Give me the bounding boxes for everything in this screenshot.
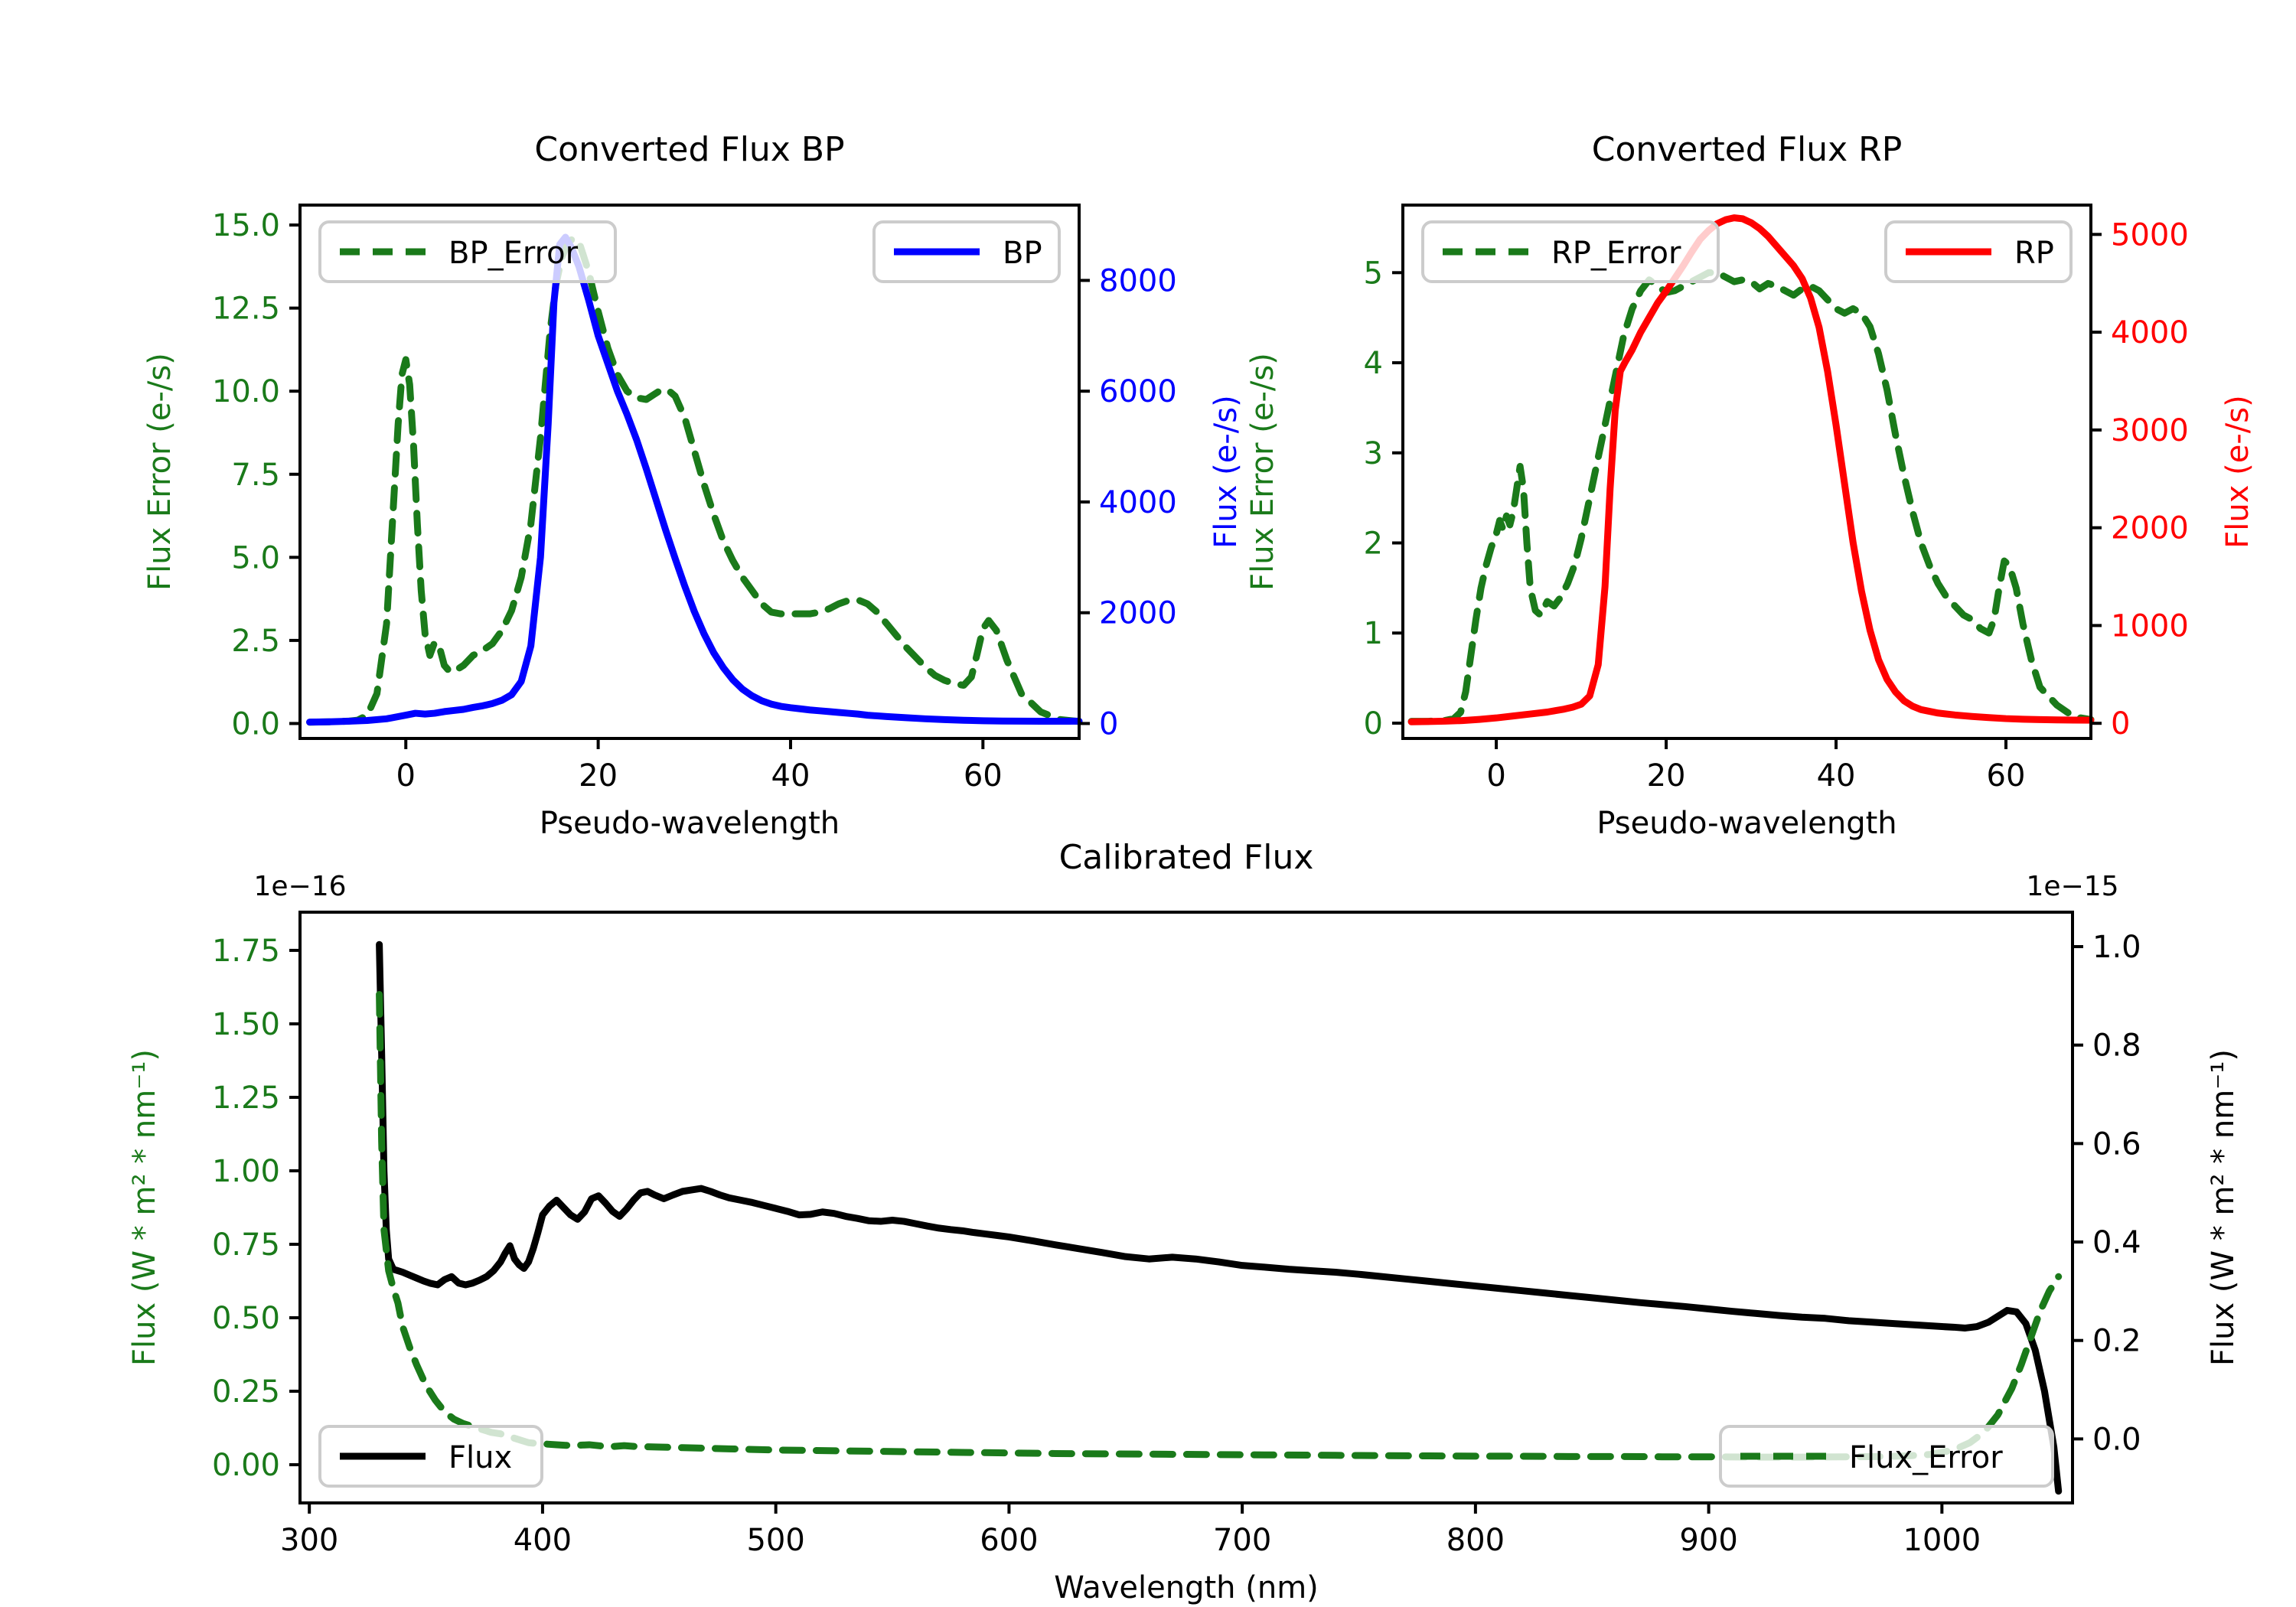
legend-flux: Flux [318,1425,543,1488]
chart-title: Converted Flux BP [534,130,844,169]
y-tick-label: 10.0 [212,374,280,409]
x-tick-label: 400 [514,1523,572,1558]
y-axis-offset-label: 1e−16 [253,871,346,902]
legend-bp: BP [872,220,1061,283]
series-line-flux_error [376,991,2063,1461]
y-tick-label-right: 0.0 [2092,1422,2141,1457]
y-tick-label-right: 0.6 [2092,1126,2141,1162]
axes-frame [298,911,2074,1504]
y-axis-right-offset-label: 1e−15 [2026,871,2118,902]
legend-box [318,220,617,283]
legend-rp: RP [1884,220,2073,283]
x-tick-label: 0 [1486,758,1505,794]
legend-label: Flux_Error [1849,1440,2003,1475]
y-tick-label-right: 0.8 [2092,1028,2141,1064]
y-axis-label: Flux Error (e-/s) [142,353,178,591]
y-tick-label-right: 6000 [1099,374,1177,409]
legend-flux_error: Flux_Error [1719,1425,2054,1488]
y-tick-label: 12.5 [212,292,280,327]
x-axis-label: Pseudo-wavelength [540,806,840,841]
y-tick-label: 0.25 [212,1374,280,1410]
y-tick-label-right: 8000 [1099,263,1177,298]
legend-label: BP_Error [448,236,579,271]
x-tick-label: 700 [1213,1523,1271,1558]
y-tick-label-right: 1000 [2111,608,2189,644]
x-tick-label: 1000 [1903,1523,1981,1558]
axes-frame [298,204,1081,740]
y-tick-label: 15.0 [212,208,280,243]
y-tick-label: 0.75 [212,1227,280,1263]
y-tick-label: 0.00 [212,1448,280,1483]
legend-label: RP_Error [1551,236,1681,271]
y-tick-label-right: 1.0 [2092,930,2141,965]
y-axis-label: Flux Error (e-/s) [1245,353,1280,591]
y-tick-label: 0.0 [231,706,280,742]
y-tick-label: 0 [1364,706,1383,742]
x-tick-label: 20 [1647,758,1686,794]
y-tick-label-right: 0.4 [2092,1225,2141,1260]
y-axis-label: Flux (W * m² * nm⁻¹) [127,1049,162,1366]
y-tick-label: 1 [1364,616,1383,651]
x-tick-label: 40 [1817,758,1856,794]
legend-label: RP [2014,236,2054,271]
y-axis-label-right: Flux (e-/s) [2220,395,2255,548]
x-axis-label: Pseudo-wavelength [1596,806,1896,841]
y-tick-label: 0.50 [212,1301,280,1336]
y-tick-label-right: 4000 [2111,315,2189,350]
legend-label: Flux [448,1440,512,1475]
x-tick-label: 40 [771,758,810,794]
y-tick-label: 1.00 [212,1154,280,1189]
x-tick-label: 300 [280,1523,338,1558]
y-tick-label-right: 0.2 [2092,1324,2141,1359]
x-tick-label: 500 [746,1523,804,1558]
x-tick-label: 20 [579,758,618,794]
y-tick-label: 3 [1364,436,1383,471]
y-tick-label: 5.0 [231,540,280,575]
y-axis-label-right: Flux (e-/s) [1208,395,1244,548]
x-axis-label: Wavelength (nm) [1054,1570,1319,1605]
y-tick-label: 1.50 [212,1007,280,1042]
y-tick-label-right: 4000 [1099,485,1177,520]
y-tick-label: 1.25 [212,1081,280,1116]
y-tick-label-right: 2000 [2111,511,2189,546]
legend-label: BP [1003,236,1042,271]
series-line-bp_error [306,234,1083,726]
y-tick-label-right: 0 [2111,706,2130,742]
chart-title: Calibrated Flux [1059,838,1314,877]
x-tick-label: 900 [1679,1523,1737,1558]
y-tick-label: 4 [1364,346,1383,381]
y-tick-label: 2.5 [231,624,280,659]
legend-box [1719,1425,2054,1488]
y-tick-label-right: 2000 [1099,596,1177,631]
chart-title: Converted Flux RP [1592,130,1903,169]
y-tick-label-right: 5000 [2111,217,2189,253]
x-tick-label: 60 [1987,758,2026,794]
legend-bp_error: BP_Error [318,220,617,283]
legend-box [1421,220,1720,283]
series-line-rp [1407,214,2095,725]
x-tick-label: 600 [980,1523,1038,1558]
y-axis-label-right: Flux (W * m² * nm⁻¹) [2206,1049,2241,1366]
x-tick-label: 0 [396,758,416,794]
y-tick-label: 7.5 [231,458,280,493]
series-line-bp [306,233,1083,726]
y-tick-label: 5 [1364,256,1383,291]
y-tick-label-right: 0 [1099,706,1118,742]
legend-rp_error: RP_Error [1421,220,1720,283]
series-line-flux [376,940,2063,1495]
y-tick-label-right: 3000 [2111,413,2189,448]
y-tick-label: 2 [1364,526,1383,562]
legend-box [318,1425,543,1488]
x-tick-label: 800 [1446,1523,1505,1558]
axes-frame [1401,204,2092,740]
x-tick-label: 60 [964,758,1003,794]
y-tick-label: 1.75 [212,934,280,969]
